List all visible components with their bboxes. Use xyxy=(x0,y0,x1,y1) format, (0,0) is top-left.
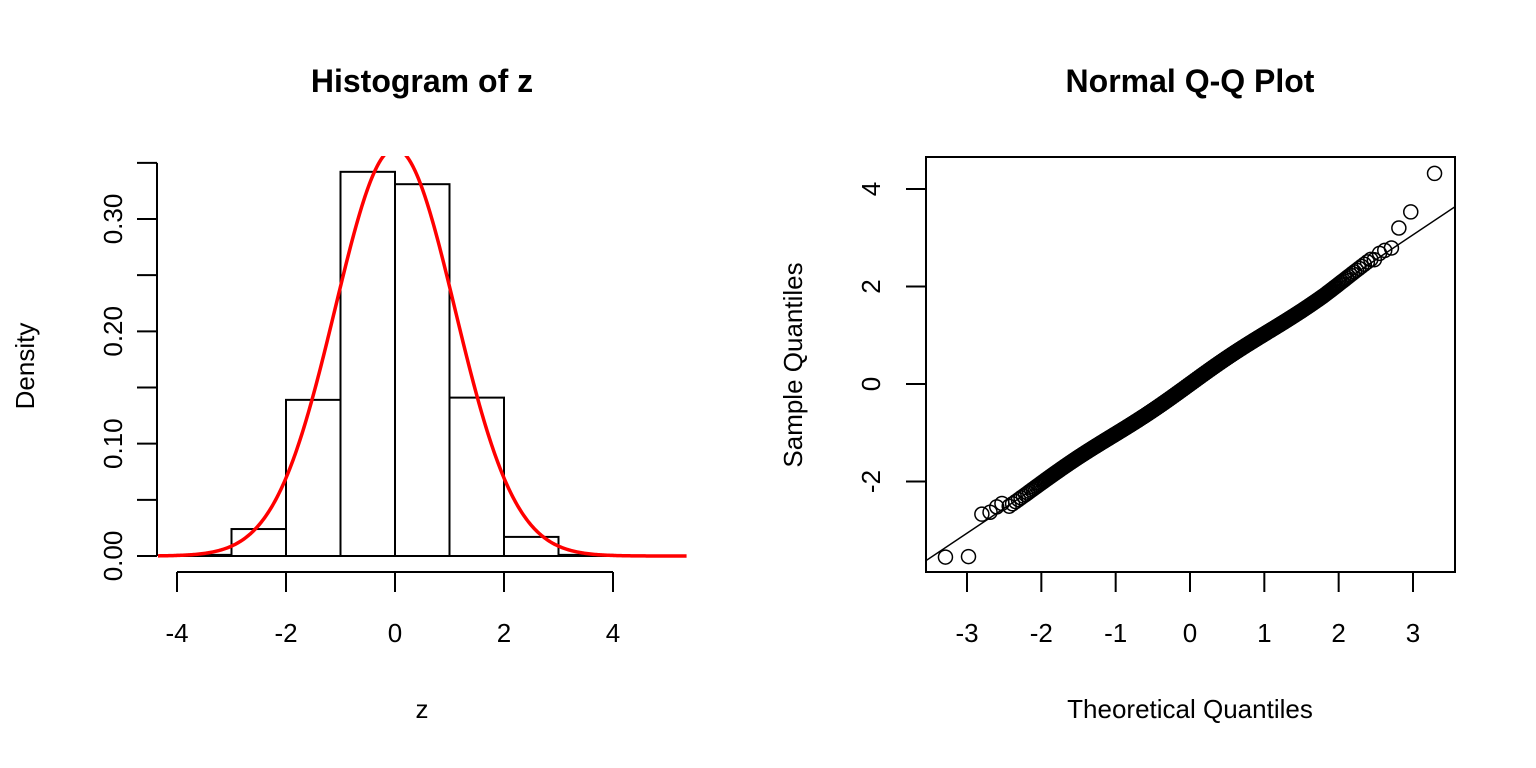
qq-x-tick-label: 3 xyxy=(1406,618,1420,648)
histogram-x-axis: -4 -2 0 2 4 xyxy=(165,571,620,648)
qq-x-tick-label: 2 xyxy=(1331,618,1345,648)
histogram-bar xyxy=(285,398,342,557)
qq-x-tick-label: -3 xyxy=(955,618,978,648)
histogram-x-tick-label: -4 xyxy=(165,618,188,648)
histogram-y-label: Density xyxy=(10,323,40,410)
qq-y-tick-label: 0 xyxy=(856,377,886,391)
histogram-panel: Histogram of z 0.000.100.200.30 -4 -2 0 2 4 … xyxy=(10,63,687,724)
histogram-x-tick-label: -2 xyxy=(274,618,297,648)
histogram-bars xyxy=(176,170,614,558)
qq-plot-panel: Normal Q-Q Plot -2 0 2 4 -3 -2 -1 0 1 2 3 Theoret… xyxy=(778,63,1456,724)
qq-point xyxy=(974,506,990,522)
histogram-y-axis: 0.00 0.10 0.20 0.30 xyxy=(98,161,158,582)
qq-point xyxy=(1403,204,1419,220)
qq-point xyxy=(1383,240,1400,256)
qq-point xyxy=(1376,242,1393,259)
qq-y-axis: -2 0 2 4 xyxy=(856,182,926,493)
qq-point xyxy=(960,548,977,565)
histogram-y-tick-label: 0.30 xyxy=(98,194,128,245)
qq-y-tick-label: 2 xyxy=(856,279,886,293)
histogram-y-tick-label: 0.10 xyxy=(98,418,128,469)
histogram-x-tick-label: 0 xyxy=(388,618,402,648)
histogram-y-tick-label: 0.20 xyxy=(98,306,128,357)
qq-x-tick-label: -2 xyxy=(1030,618,1053,648)
histogram-bar xyxy=(339,170,396,558)
histogram-x-label: z xyxy=(416,694,429,724)
qq-points xyxy=(937,165,1443,565)
qq-point xyxy=(937,549,954,565)
qq-y-tick-label: -2 xyxy=(856,470,886,493)
qq-y-label: Sample Quantiles xyxy=(778,262,808,467)
qq-point xyxy=(1348,262,1365,278)
histogram-x-tick-label: 4 xyxy=(606,618,620,648)
qq-x-tick-label: -1 xyxy=(1104,618,1127,648)
qq-plot-title: Normal Q-Q Plot xyxy=(1066,63,1315,99)
qq-x-axis: -3 -2 -1 0 1 2 3 xyxy=(955,572,1420,648)
histogram-bar xyxy=(448,396,505,557)
qq-point xyxy=(1391,220,1407,236)
qq-y-tick-label: 4 xyxy=(856,182,886,196)
qq-x-tick-label: 1 xyxy=(1257,618,1271,648)
qq-point xyxy=(1359,254,1376,270)
normal-density-curve xyxy=(157,156,687,558)
qq-x-tick-label: 0 xyxy=(1183,618,1197,648)
histogram-bar xyxy=(394,183,451,557)
histogram-title: Histogram of z xyxy=(311,63,533,99)
qq-reference-line-group xyxy=(926,205,1455,562)
qq-x-label: Theoretical Quantiles xyxy=(1067,694,1313,724)
histogram-x-tick-label: 2 xyxy=(497,618,511,648)
qq-reference-line xyxy=(926,205,1455,562)
histogram-y-tick-label: 0.00 xyxy=(98,531,128,582)
normal-curve-group xyxy=(157,156,687,558)
qq-point xyxy=(1426,165,1443,182)
